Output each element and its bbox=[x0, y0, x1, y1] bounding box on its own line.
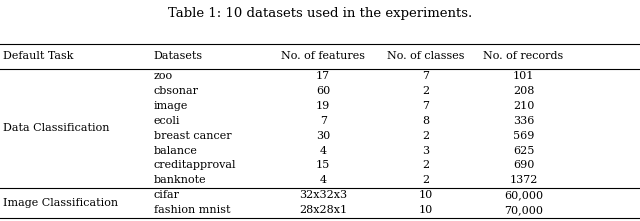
Text: 19: 19 bbox=[316, 101, 330, 111]
Text: 208: 208 bbox=[513, 86, 534, 96]
Text: 10: 10 bbox=[419, 205, 433, 215]
Text: 28x28x1: 28x28x1 bbox=[299, 205, 348, 215]
Text: breast cancer: breast cancer bbox=[154, 131, 231, 141]
Text: 690: 690 bbox=[513, 160, 534, 170]
Text: 2: 2 bbox=[422, 131, 429, 141]
Text: 336: 336 bbox=[513, 116, 534, 126]
Text: 32x32x3: 32x32x3 bbox=[299, 190, 348, 200]
Text: 101: 101 bbox=[513, 71, 534, 81]
Text: banknote: banknote bbox=[154, 175, 206, 185]
Text: Data Classification: Data Classification bbox=[3, 123, 109, 133]
Text: No. of features: No. of features bbox=[281, 51, 365, 61]
Text: fashion mnist: fashion mnist bbox=[154, 205, 230, 215]
Text: 2: 2 bbox=[422, 160, 429, 170]
Text: zoo: zoo bbox=[154, 71, 173, 81]
Text: 8: 8 bbox=[422, 116, 429, 126]
Text: 60: 60 bbox=[316, 86, 330, 96]
Text: No. of classes: No. of classes bbox=[387, 51, 465, 61]
Text: 1372: 1372 bbox=[509, 175, 538, 185]
Text: 17: 17 bbox=[316, 71, 330, 81]
Text: Table 1: 10 datasets used in the experiments.: Table 1: 10 datasets used in the experim… bbox=[168, 7, 472, 20]
Text: Default Task: Default Task bbox=[3, 51, 74, 61]
Text: Image Classification: Image Classification bbox=[3, 198, 118, 208]
Text: 210: 210 bbox=[513, 101, 534, 111]
Text: 625: 625 bbox=[513, 146, 534, 156]
Text: 7: 7 bbox=[422, 71, 429, 81]
Text: cbsonar: cbsonar bbox=[154, 86, 198, 96]
Text: 2: 2 bbox=[422, 175, 429, 185]
Text: 4: 4 bbox=[319, 175, 327, 185]
Text: ecoli: ecoli bbox=[154, 116, 180, 126]
Text: No. of records: No. of records bbox=[483, 51, 564, 61]
Text: cifar: cifar bbox=[154, 190, 180, 200]
Text: Datasets: Datasets bbox=[154, 51, 203, 61]
Text: 7: 7 bbox=[320, 116, 326, 126]
Text: 2: 2 bbox=[422, 86, 429, 96]
Text: 15: 15 bbox=[316, 160, 330, 170]
Text: 7: 7 bbox=[422, 101, 429, 111]
Text: 30: 30 bbox=[316, 131, 330, 141]
Text: 3: 3 bbox=[422, 146, 429, 156]
Text: 70,000: 70,000 bbox=[504, 205, 543, 215]
Text: image: image bbox=[154, 101, 188, 111]
Text: balance: balance bbox=[154, 146, 198, 156]
Text: 4: 4 bbox=[319, 146, 327, 156]
Text: 569: 569 bbox=[513, 131, 534, 141]
Text: 10: 10 bbox=[419, 190, 433, 200]
Text: creditapproval: creditapproval bbox=[154, 160, 236, 170]
Text: 60,000: 60,000 bbox=[504, 190, 543, 200]
